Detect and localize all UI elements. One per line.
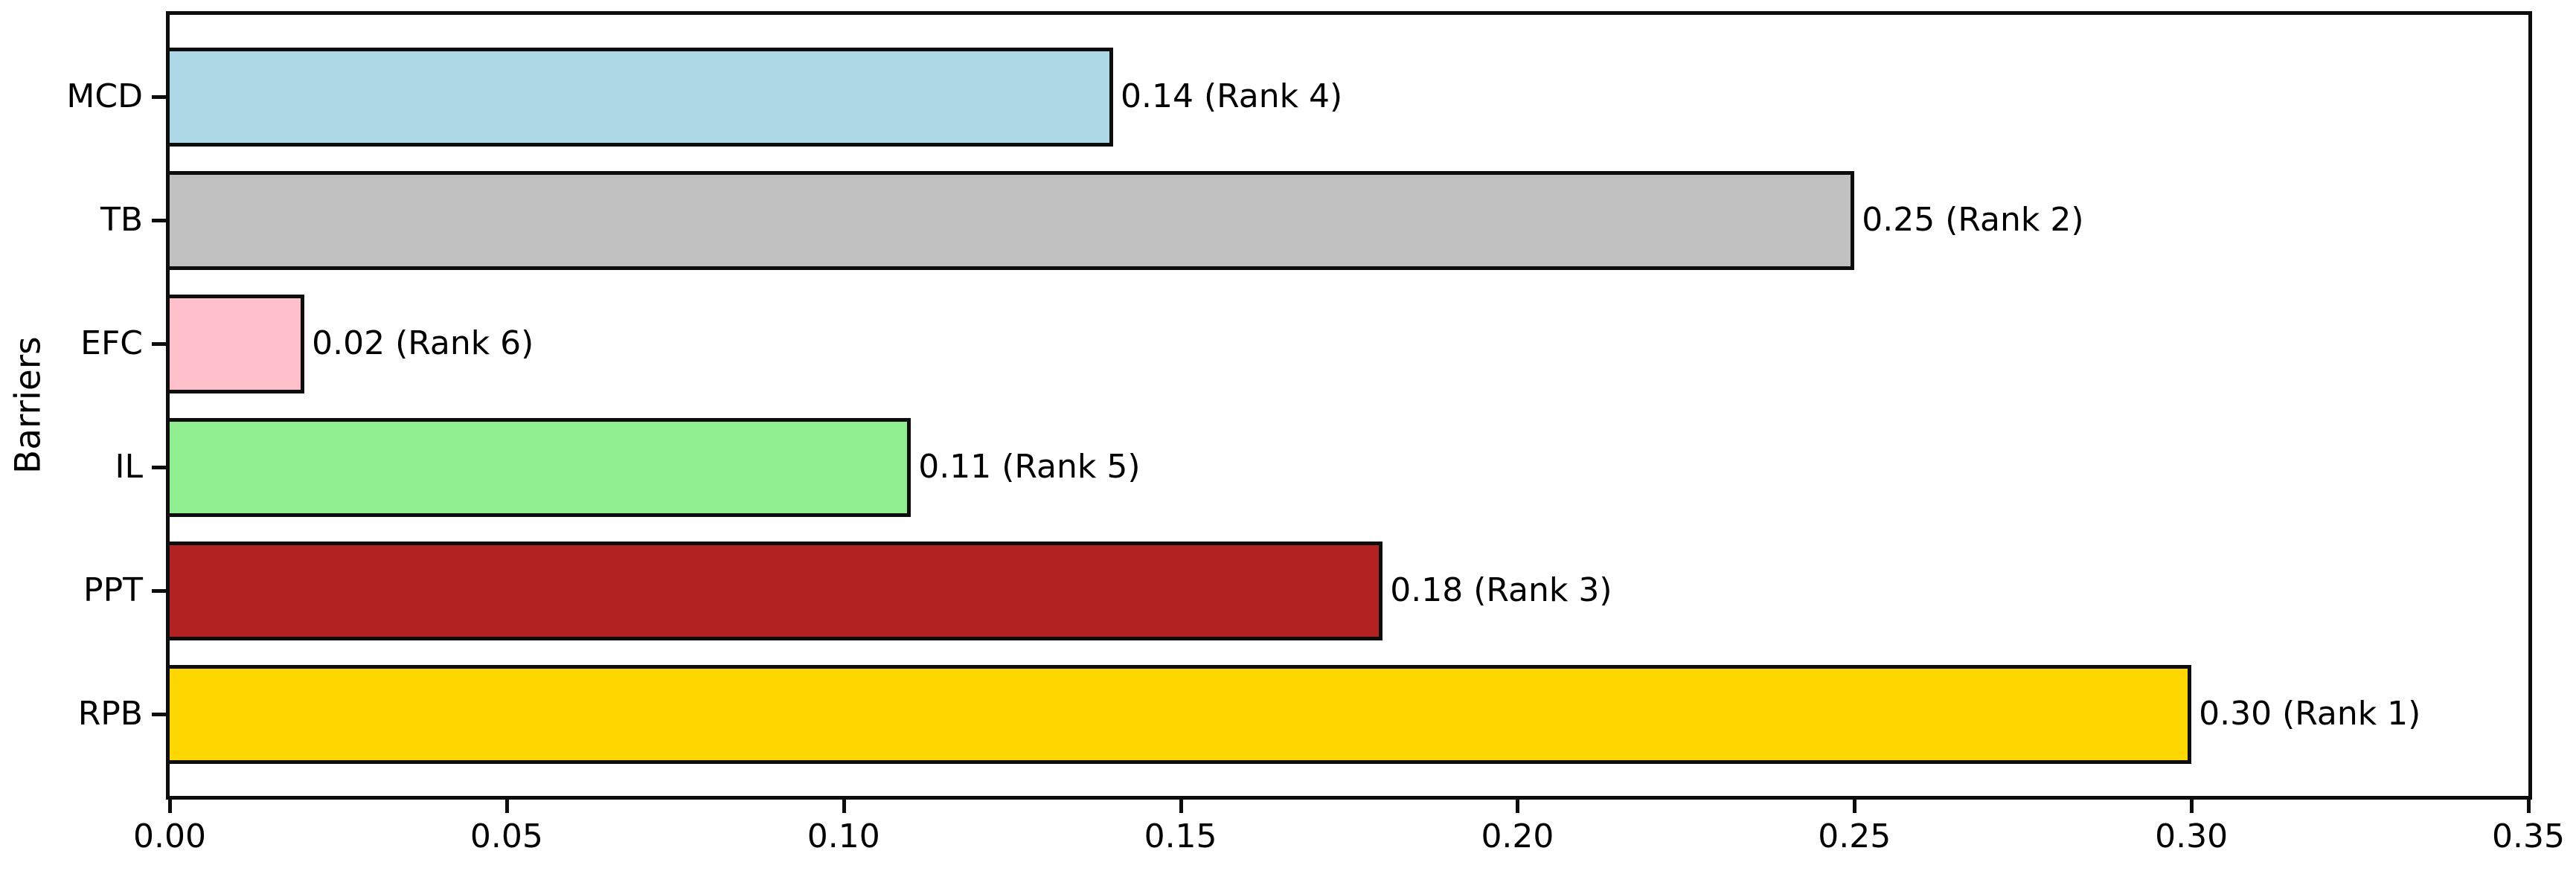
y-tick-label-tb: TB xyxy=(100,201,143,239)
bar-value-label-rpb: 0.30 (Rank 1) xyxy=(2199,695,2421,733)
x-tick-mark xyxy=(168,800,172,813)
bar-value-label-il: 0.11 (Rank 5) xyxy=(918,448,1141,486)
y-axis-category-labels: MCD TB EFC IL PPT RPB xyxy=(0,11,143,800)
y-tick-label-ppt: PPT xyxy=(83,571,143,609)
x-tick-label-0.00: 0.00 xyxy=(133,817,206,855)
bar-mcd xyxy=(166,47,1113,147)
x-tick-mark xyxy=(1516,800,1520,813)
bar-value-label-ppt: 0.18 (Rank 3) xyxy=(1390,571,1612,609)
y-tick-label-il: IL xyxy=(115,448,144,486)
bar-efc xyxy=(166,294,305,393)
y-tick-mark xyxy=(152,219,166,222)
y-tick-label-mcd: MCD xyxy=(66,77,143,115)
bar-tb xyxy=(166,170,1855,270)
bar-ppt xyxy=(166,541,1383,640)
x-tick-label-0.10: 0.10 xyxy=(807,817,880,855)
bar-value-label-tb: 0.25 (Rank 2) xyxy=(1862,201,2084,239)
y-tick-mark xyxy=(152,95,166,99)
x-tick-mark xyxy=(2190,800,2194,813)
x-tick-label-0.05: 0.05 xyxy=(470,817,543,855)
x-tick-label-0.15: 0.15 xyxy=(1144,817,1217,855)
bar-rpb xyxy=(166,664,2192,764)
y-tick-label-rpb: RPB xyxy=(77,695,143,733)
x-tick-mark xyxy=(2527,800,2531,813)
x-tick-mark xyxy=(504,800,509,813)
bar-value-label-efc: 0.02 (Rank 6) xyxy=(312,324,534,362)
y-tick-mark xyxy=(152,713,166,716)
x-tick-label-0.20: 0.20 xyxy=(1481,817,1554,855)
y-tick-mark xyxy=(152,589,166,593)
y-tick-label-efc: EFC xyxy=(80,324,143,362)
y-tick-mark xyxy=(152,466,166,469)
plot-area: 0.14 (Rank 4) 0.25 (Rank 2) 0.02 (Rank 6) 0… xyxy=(152,11,2532,800)
x-tick-label-0.30: 0.30 xyxy=(2155,817,2229,855)
x-tick-label-0.35: 0.35 xyxy=(2492,817,2565,855)
bar-value-label-mcd: 0.14 (Rank 4) xyxy=(1121,77,1343,115)
y-tick-mark xyxy=(152,342,166,346)
x-tick-mark xyxy=(1853,800,1857,813)
x-tick-mark xyxy=(842,800,846,813)
bar-il xyxy=(166,417,911,517)
x-axis: 0.00 0.05 0.10 0.15 0.20 0.25 0.30 0.35 xyxy=(133,800,2565,874)
x-tick-mark xyxy=(1179,800,1183,813)
x-tick-label-0.25: 0.25 xyxy=(1818,817,1891,855)
